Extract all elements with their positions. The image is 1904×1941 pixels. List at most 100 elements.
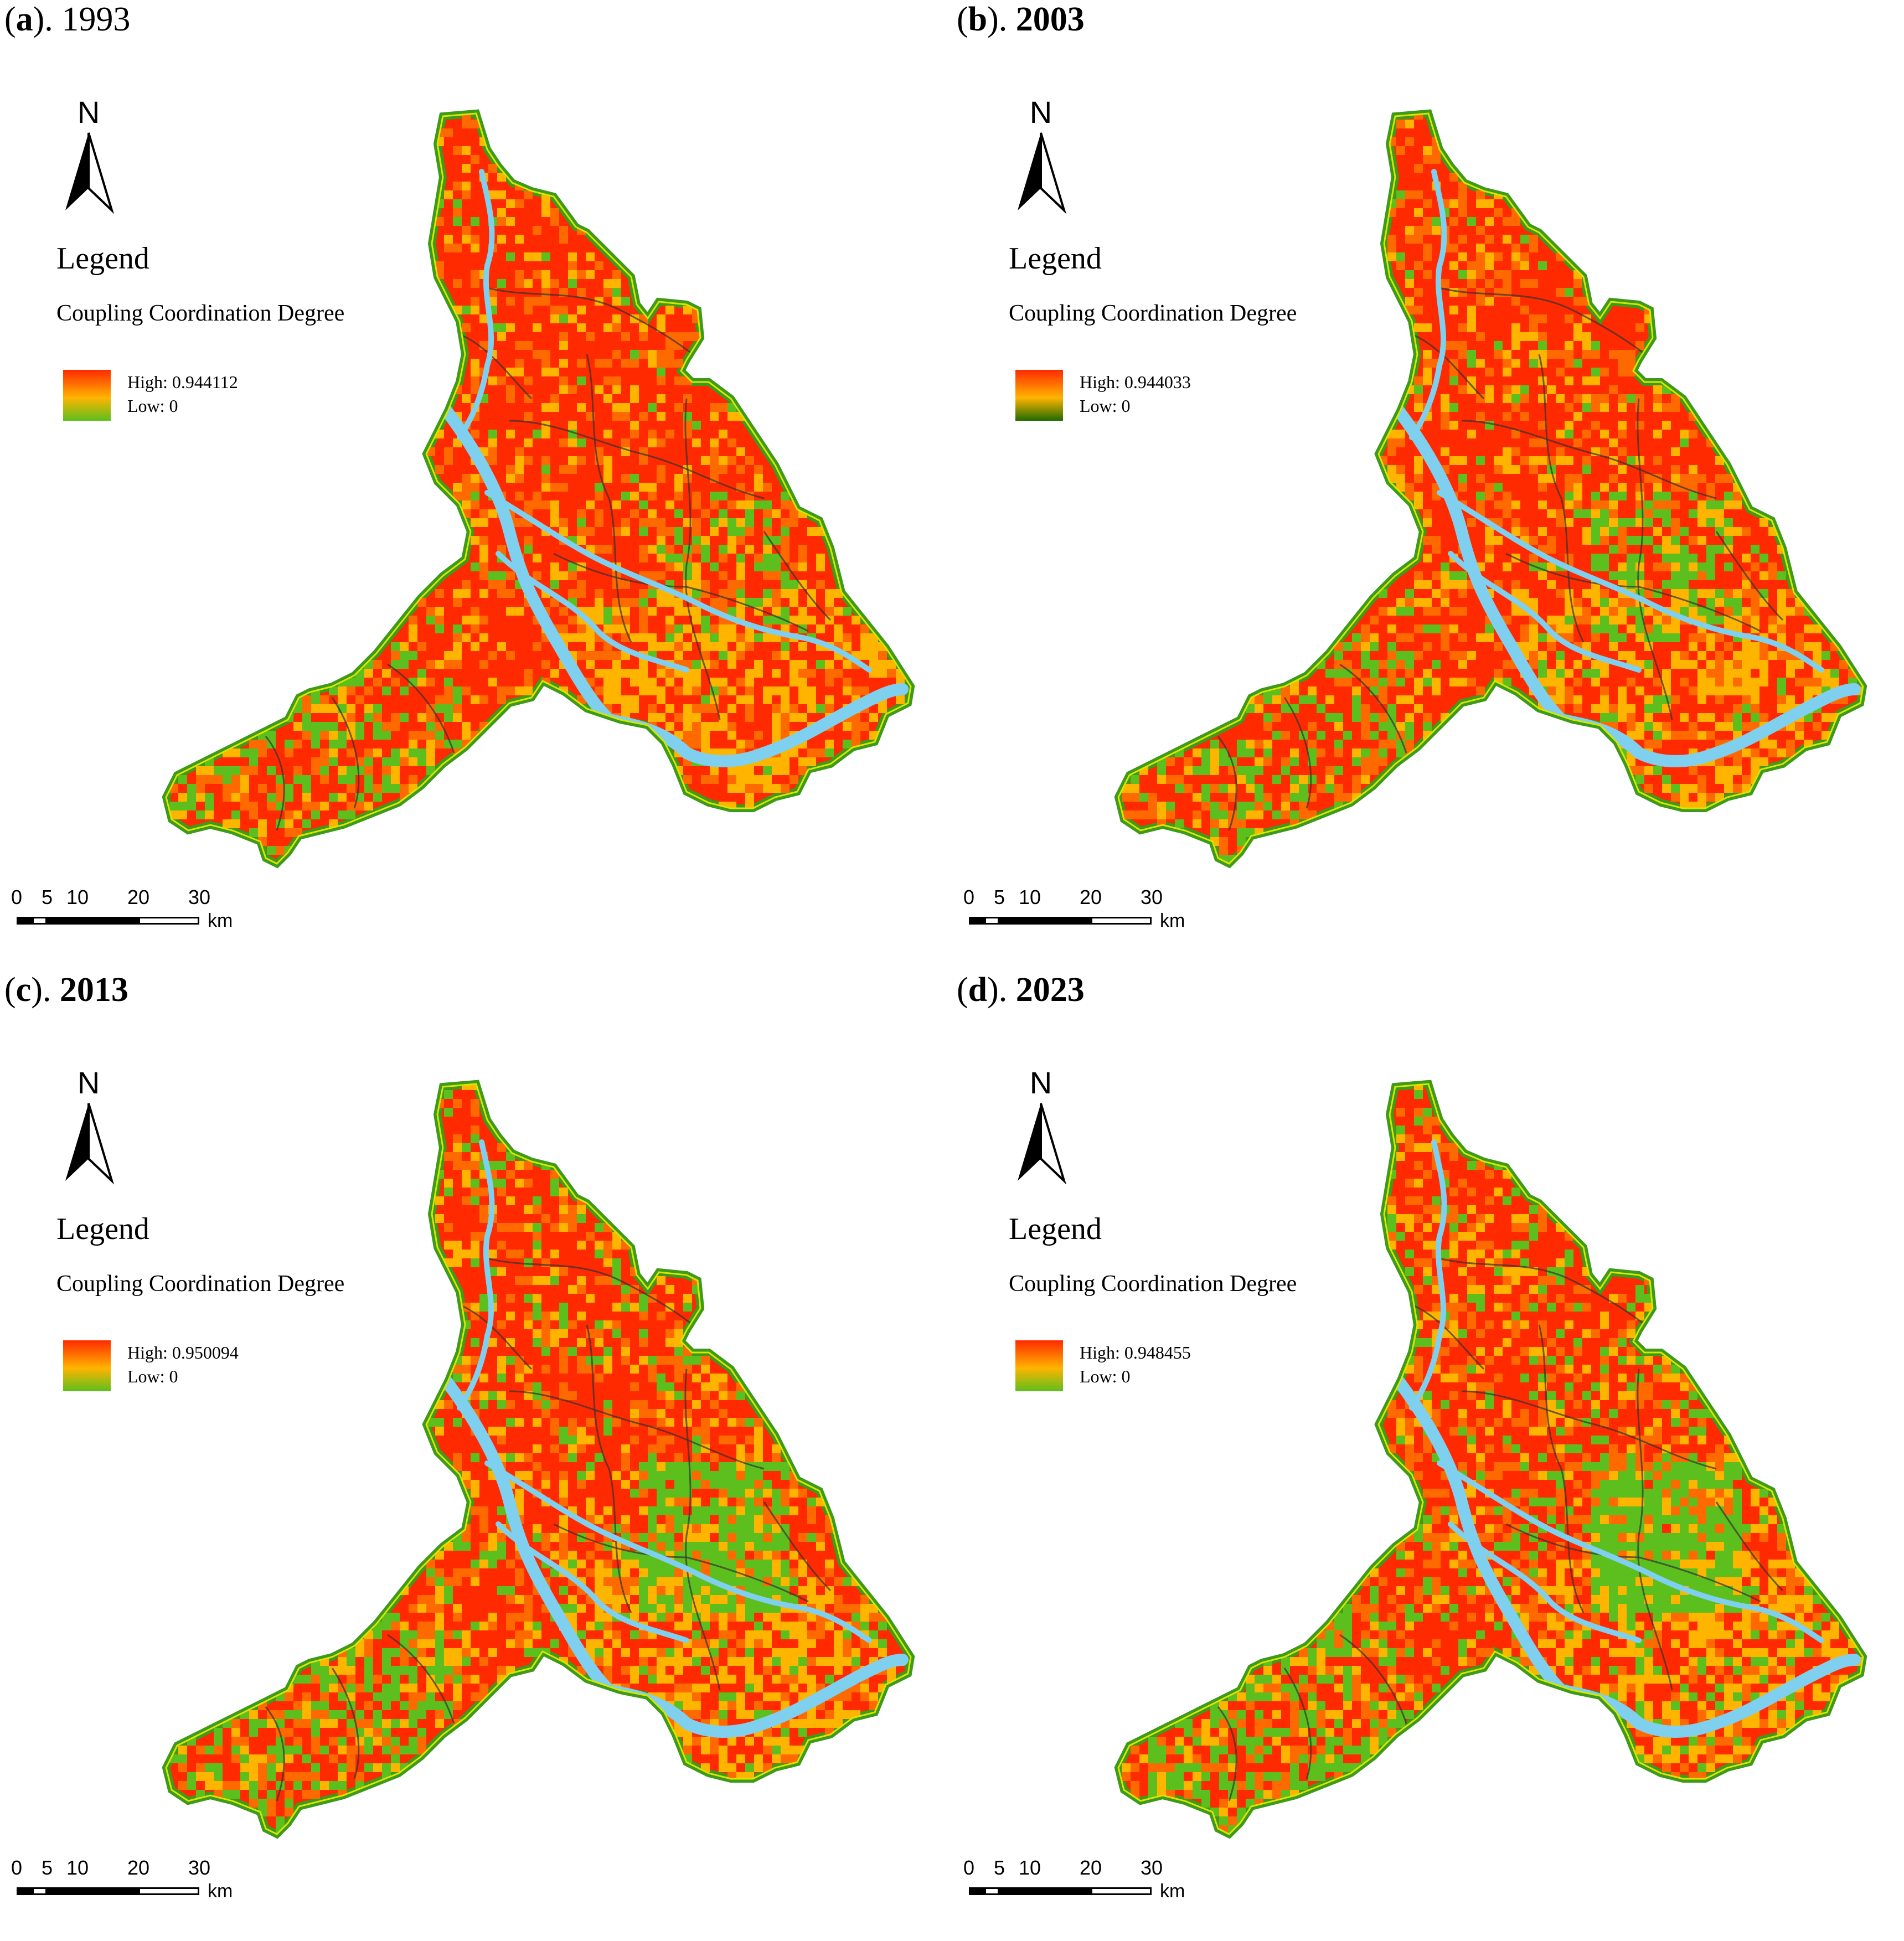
legend-gradient-swatch [1015,1340,1063,1391]
north-arrow-icon [65,1103,115,1185]
legend-gradient-swatch [63,1340,111,1391]
scale-tick-label: 10 [66,886,89,908]
panel-year: 1993 [61,1,131,38]
admin-boundary [1283,697,1312,809]
map-panel-a: (a). 1993 N Legend Coupling Coordination… [0,0,952,970]
admin-boundary [387,1634,455,1724]
river [484,490,872,673]
panel-title: (c). 2013 [4,971,128,1009]
north-arrow-icon [65,132,115,214]
scale-tick-label: 20 [1079,1856,1102,1879]
admin-boundary [1461,1390,1717,1470]
legend-title: Legend [56,241,149,276]
region-outline [1117,1083,1864,1835]
panel-title: (a). 1993 [4,1,131,38]
river [1409,169,1447,440]
scale-bar: 0 5 10 20 30 km [11,1856,249,1906]
region-outline [165,112,912,865]
north-arrow: N [1008,94,1074,227]
north-letter: N [77,1065,100,1100]
scale-tick-label: 20 [127,1856,150,1879]
north-arrow: N [55,94,122,227]
admin-boundary [1406,1302,1485,1370]
river [457,169,495,440]
admin-boundary [331,697,360,809]
scale-segment [999,917,1030,925]
legend-gradient-swatch [63,370,111,421]
region-outline [165,1083,912,1835]
scale-segment [969,1887,984,1895]
admin-boundary [1538,1324,1585,1613]
scale-segment [32,917,47,925]
coupling-map [162,109,915,869]
scale-tick-label: 20 [1079,886,1102,908]
river [1437,1460,1824,1643]
coupling-map [1114,109,1867,869]
legend-subtitle: Coupling Coordination Degree [56,301,345,326]
scale-segment [47,917,78,925]
admin-boundary [387,663,455,753]
scale-unit: km [208,910,233,931]
legend-subtitle: Coupling Coordination Degree [56,1271,345,1297]
scale-segment [32,1887,47,1895]
scale-segment [984,917,999,925]
scale-tick-label: 20 [127,886,150,908]
river [496,1521,689,1643]
map-panel-c: (c). 2013 N Legend Coupling Coordination… [0,970,952,1941]
admin-boundary [453,331,533,400]
admin-boundary [763,1501,832,1592]
scale-tick-label: 10 [1018,1856,1041,1879]
scale-tick-label: 30 [1140,886,1163,908]
coupling-map [1114,1080,1867,1839]
legend-high-label: High: 0.944112 [127,372,238,392]
admin-boundary [1637,398,1673,720]
scale-segment [1030,917,1091,925]
river [1448,551,1642,673]
scale-tick-label: 10 [66,1856,89,1879]
admin-boundary [453,1302,533,1370]
scale-unit: km [1160,1881,1185,1902]
scale-unit: km [1160,910,1185,931]
legend-high-label: High: 0.948455 [1080,1343,1191,1362]
map-panel-d: (d). 2023 N Legend Coupling Coordination… [952,970,1904,1941]
admin-boundary [1637,1369,1673,1691]
panel-title: (b). 2003 [957,1,1085,38]
scale-tick-label: 0 [11,886,23,908]
river [1448,1521,1642,1643]
legend-low-label: Low: 0 [127,396,178,416]
legend-high-label: High: 0.950094 [127,1343,239,1362]
scale-segment [17,917,32,925]
scale-segment [969,917,984,925]
admin-boundary [684,1369,721,1691]
pixel-grid [1122,113,1863,864]
scale-tick-label: 5 [993,1856,1005,1879]
north-arrow: N [55,1065,122,1197]
scale-segment [78,1887,138,1895]
scale-segment [138,917,199,925]
scale-segment [1091,917,1152,925]
scale-tick-label: 5 [993,886,1005,908]
scale-segment [999,1887,1030,1895]
scale-bar: 0 5 10 20 30 km [11,886,249,936]
panel-year: 2003 [1015,1,1085,38]
admin-boundary [1339,663,1407,753]
panel-letter: d [968,971,988,1009]
scale-tick-label: 0 [963,1856,975,1879]
scale-tick-label: 10 [1018,886,1041,908]
legend-subtitle: Coupling Coordination Degree [1009,1271,1297,1297]
river [1409,1139,1447,1411]
legend-title: Legend [56,1212,149,1246]
panel-letter: b [968,1,988,38]
river [457,1139,495,1411]
legend-low-label: Low: 0 [127,1366,178,1386]
coupling-map [162,1080,915,1839]
panel-year: 2023 [1015,971,1085,1009]
scale-tick-label: 30 [1140,1856,1163,1879]
scale-tick-label: 5 [41,1856,53,1879]
admin-boundary [586,1324,632,1613]
admin-boundary [509,1390,765,1470]
admin-boundary [1715,1501,1784,1592]
north-arrow: N [1008,1065,1074,1197]
region-outline [1117,112,1864,865]
north-letter: N [1029,95,1052,130]
